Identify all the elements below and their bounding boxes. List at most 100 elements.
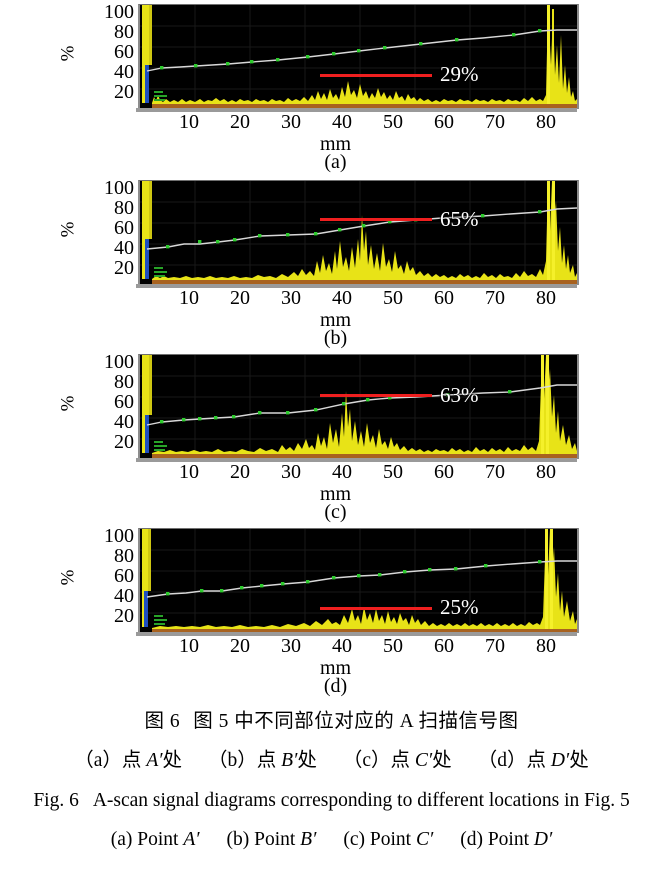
plot-svg-c <box>140 355 577 459</box>
panel-body-c: % 100 80 60 40 20 <box>0 350 663 482</box>
trace-markers-c <box>160 390 512 424</box>
gate-bar-d <box>144 591 148 627</box>
x-tick-20-d: 20 <box>230 635 250 657</box>
y-tick-80-b: 80 <box>114 197 134 219</box>
caption-cn-item-d: （d）点 D′处 <box>477 749 589 771</box>
backwall-echo2-c <box>546 355 549 459</box>
panel-body-d: % 100 80 60 40 20 <box>0 524 663 656</box>
plot-area-c <box>138 354 579 459</box>
caption-cn-item-c-symbol: C′ <box>414 749 433 771</box>
panel-sublabel-text-b: (b) <box>323 327 348 349</box>
gate-bar-c <box>145 415 149 453</box>
reference-marker-line-a <box>320 74 432 77</box>
caption-cn-item-b-tag: （b）点 <box>208 749 282 771</box>
plot-area-d <box>138 528 579 633</box>
caption-cn-item-c-tag: （c）点 <box>342 749 415 771</box>
entry-pulse-c <box>142 355 149 453</box>
caption-cn-item-c: （c）点 C′处 <box>342 749 452 771</box>
x-axis-unit-text-c: mm <box>319 483 352 505</box>
entry-pulse-d <box>142 529 148 627</box>
x-tick-70-b: 70 <box>485 287 505 309</box>
y-tick-40-a: 40 <box>114 61 134 83</box>
caption-cn-item-d-tag: （d）点 <box>477 749 551 771</box>
y-tick-40-b: 40 <box>114 237 134 259</box>
entry-pulse-a <box>142 5 149 103</box>
x-tick-20-c: 20 <box>230 461 250 483</box>
y-tick-60-b: 60 <box>114 217 134 239</box>
panel-sublabel-b: (b) <box>0 328 663 348</box>
backwall-echo-c <box>541 355 544 459</box>
y-tick-60-c: 60 <box>114 391 134 413</box>
caption-en-item-a: (a) Point A′ <box>111 828 200 850</box>
caption-cn-item-d-tail: 处 <box>569 749 589 771</box>
x-tick-80-b: 80 <box>536 287 556 309</box>
caption-en-item-a-symbol: A′ <box>183 828 200 850</box>
backwall-echo2-a <box>552 9 554 109</box>
x-axis-unit-b: mm <box>0 310 663 330</box>
instrument-overlay-c <box>154 441 167 451</box>
caption-en-item-b-tag: (b) Point <box>226 828 301 850</box>
y-tick-100-a: 100 <box>104 1 134 23</box>
x-axis-unit-c: mm <box>0 484 663 504</box>
plot-svg-b <box>140 181 577 285</box>
backwall-echo-b <box>547 181 550 285</box>
percent-readout-c: 63% <box>440 383 479 407</box>
x-tick-80-d: 80 <box>536 635 556 657</box>
x-tick-30-d: 30 <box>281 635 301 657</box>
instrument-overlay-d <box>154 615 167 625</box>
backwall-echo-d <box>545 529 548 633</box>
entry-pulse-b <box>142 181 149 279</box>
chart-panel-a: % 100 80 60 40 20 <box>0 0 663 176</box>
backwall-echo-a <box>547 5 550 109</box>
caption-english-title: Fig. 6 A-scan signal diagrams correspondi… <box>0 791 663 811</box>
x-axis-unit-text-b: mm <box>319 309 352 331</box>
caption-en-text: A-scan signal diagrams corresponding to … <box>92 790 630 811</box>
panel-sublabel-c: (c) <box>0 502 663 522</box>
panel-sublabel-d: (d) <box>0 676 663 696</box>
x-axis-unit-text-a: mm <box>319 133 352 155</box>
caption-en-item-c-tag: (c) Point <box>343 828 416 850</box>
y-tick-100-b: 100 <box>104 177 134 199</box>
x-tick-30-c: 30 <box>281 461 301 483</box>
y-tick-40-c: 40 <box>114 411 134 433</box>
plot-bg-d <box>140 529 577 633</box>
x-tick-60-b: 60 <box>434 287 454 309</box>
y-tick-60-d: 60 <box>114 565 134 587</box>
faint-grid-b <box>140 181 577 285</box>
y-tick-100-d: 100 <box>104 525 134 547</box>
y-tick-20-d: 20 <box>114 605 134 627</box>
caption-cn-item-a-symbol: A′ <box>146 749 163 771</box>
x-tick-50-c: 50 <box>383 461 403 483</box>
trace-markers-a <box>160 29 542 70</box>
signal-envelope-b <box>152 181 577 285</box>
y-tick-40-d: 40 <box>114 585 134 607</box>
x-tick-40-c: 40 <box>332 461 352 483</box>
caption-cn-item-a-tail: 处 <box>162 749 183 771</box>
caption-cn-item-d-symbol: D′ <box>550 749 570 771</box>
x-axis-ticks-d: 10 20 30 40 50 60 70 80 <box>138 636 575 660</box>
caption-en-item-d: (d) Point D′ <box>460 829 552 850</box>
percent-readout-b: 65% <box>440 207 479 231</box>
x-axis-unit-a: mm <box>0 134 663 154</box>
baseline-b <box>152 280 577 285</box>
panel-body-b: % 100 80 60 40 20 <box>0 176 663 308</box>
x-tick-60-c: 60 <box>434 461 454 483</box>
x-axis-unit-d: mm <box>0 658 663 678</box>
x-axis-bar-b <box>136 284 577 288</box>
caption-en-number: Fig. 6 <box>33 790 79 811</box>
caption-cn-item-b-tail: 处 <box>297 749 317 771</box>
x-tick-20-a: 20 <box>230 111 250 133</box>
x-tick-70-c: 70 <box>485 461 505 483</box>
y-tick-20-a: 20 <box>114 81 134 103</box>
y-axis-ticks-a: 100 80 60 40 20 <box>74 0 134 110</box>
x-tick-70-a: 70 <box>485 111 505 133</box>
caption-cn-text: 图 5 中不同部位对应的 A 扫描信号图 <box>193 711 519 732</box>
y-axis-ticks-b: 100 80 60 40 20 <box>74 176 134 286</box>
x-tick-50-d: 50 <box>383 635 403 657</box>
x-tick-20-b: 20 <box>230 287 250 309</box>
x-tick-80-a: 80 <box>536 111 556 133</box>
gate-bar-a <box>145 65 149 103</box>
caption-en-item-c: (c) Point C′ <box>343 828 433 850</box>
plot-svg-a <box>140 5 577 109</box>
entry-pulse-tail-b <box>149 181 152 239</box>
